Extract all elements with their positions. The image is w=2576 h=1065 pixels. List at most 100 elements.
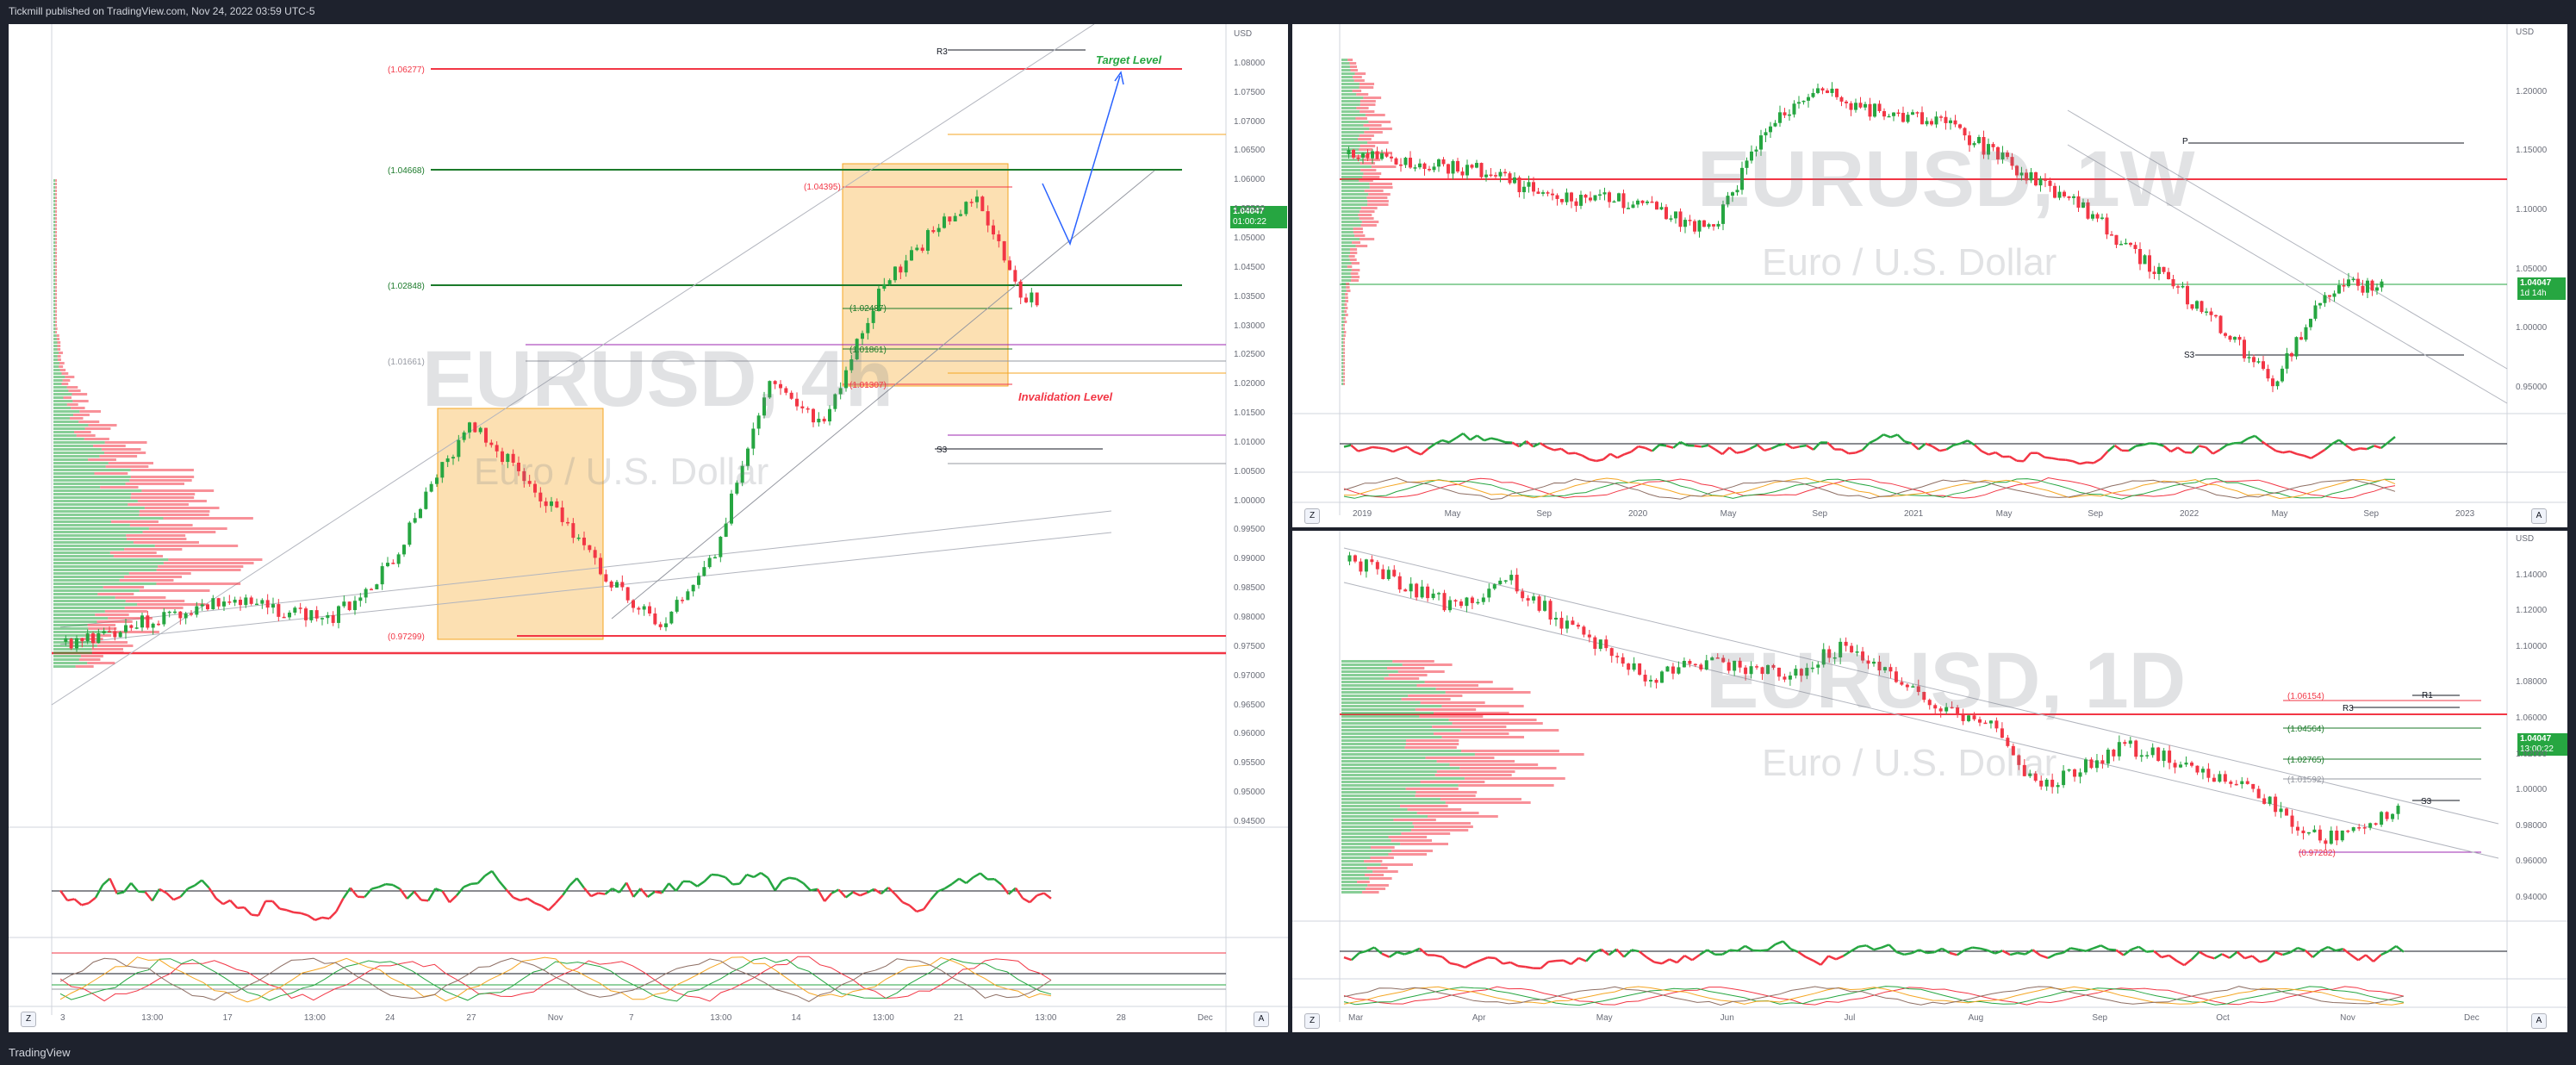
candle <box>2374 823 2378 825</box>
oscillator-line <box>2268 445 2277 452</box>
candle <box>1844 641 1848 646</box>
volume-profile-bar <box>1386 667 1425 670</box>
candle <box>2301 830 2305 833</box>
volume-profile-bar <box>1402 663 1453 666</box>
oscillator-line <box>1925 442 1933 448</box>
volume-profile-bar <box>1392 660 1434 663</box>
volume-profile-bar <box>61 372 69 375</box>
oscillator-line <box>2162 445 2172 453</box>
candle <box>1409 583 1413 592</box>
oscillator-line <box>513 896 521 902</box>
candle <box>1347 555 1352 562</box>
chart-4h-panel[interactable]: EURUSD, 4h Euro / U.S. Dollar (1.06277) … <box>9 24 1288 1032</box>
auto-scale-button[interactable]: A <box>1254 1012 1269 1027</box>
oscillator-line <box>286 909 295 914</box>
volume-profile-bar <box>156 582 241 585</box>
volume-profile-bar <box>55 255 57 258</box>
volume-profile-bar <box>53 262 56 265</box>
volume-profile-bar <box>130 476 195 478</box>
volume-profile-bar <box>1341 176 1363 178</box>
chart-1w-panel[interactable]: EURUSD, 1W Euro / U.S. Dollar P S3 1.040… <box>1292 24 2567 527</box>
auto-scale-button[interactable]: A <box>2531 508 2547 524</box>
volume-profile-bar <box>99 455 138 458</box>
volume-profile-bar <box>1441 736 1525 738</box>
volume-profile-bar <box>125 483 184 485</box>
oscillator-line <box>2100 944 2109 950</box>
timezone-button[interactable]: Z <box>21 1012 36 1027</box>
volume-profile-bar <box>1368 121 1391 123</box>
volume-profile-bar <box>1341 798 1440 800</box>
candle <box>1437 593 1441 595</box>
volume-profile-bar <box>123 576 183 578</box>
candle <box>1760 667 1764 675</box>
volume-profile-bar <box>1341 76 1353 78</box>
auto-scale-button[interactable]: A <box>2531 1013 2547 1029</box>
level-label: (1.02487) <box>849 304 887 314</box>
price-axis-label: 0.96000 <box>1234 729 1266 739</box>
volume-profile-bar <box>53 290 56 292</box>
candle <box>2357 827 2361 829</box>
candle <box>2044 779 2049 787</box>
volume-profile-bar <box>1341 836 1389 838</box>
oscillator-line <box>837 888 847 899</box>
oscillator-line <box>2282 951 2291 956</box>
volume-profile-bar <box>129 479 192 482</box>
chart-1w-canvas[interactable] <box>1292 24 2567 527</box>
oscillator-line <box>2199 445 2206 449</box>
volume-profile-bar <box>53 424 89 427</box>
volume-profile-bar <box>1369 186 1393 189</box>
volume-profile-bar <box>53 496 131 499</box>
oscillator-line <box>1918 442 1926 451</box>
oscillator-line <box>470 881 478 886</box>
candle <box>1916 686 1920 693</box>
candle <box>1422 163 1427 170</box>
candle <box>1925 121 1929 125</box>
volume-profile-bar <box>124 607 184 609</box>
volume-profile-bar <box>1341 760 1437 763</box>
timezone-button[interactable]: Z <box>1304 508 1320 524</box>
price-axis-label: 1.05000 <box>2516 264 2548 274</box>
volume-profile-bar <box>139 589 210 592</box>
level-label: (1.02765) <box>2287 756 2324 765</box>
candle <box>396 554 401 564</box>
candle <box>2228 335 2232 340</box>
candle <box>1896 112 1901 115</box>
oscillator-line <box>2289 450 2298 456</box>
volume-profile-bar <box>55 262 57 265</box>
volume-profile-bar <box>1341 743 1406 745</box>
oscillator-line <box>1568 452 1576 455</box>
volume-profile-bar <box>1341 300 1346 302</box>
volume-profile-bar <box>94 641 128 644</box>
oscillator-line <box>2352 447 2361 452</box>
candle <box>664 623 668 627</box>
time-axis-label: Dec <box>2464 1013 2480 1023</box>
volume-profile-bar <box>75 665 94 668</box>
candle <box>1403 589 1408 592</box>
oscillator-line <box>1441 956 1451 964</box>
oscillator-line <box>1653 961 1663 965</box>
volume-profile-bar <box>1349 248 1358 251</box>
price-axis-label: 0.95500 <box>1234 758 1266 769</box>
oscillator-line <box>257 900 267 917</box>
volume-profile-bar <box>148 527 227 530</box>
candle <box>986 211 990 226</box>
candle <box>2181 285 2185 288</box>
volume-profile-bar <box>1341 362 1344 364</box>
volume-profile-bar <box>1458 784 1554 787</box>
price-axis-label: 1.03500 <box>1234 291 1266 302</box>
volume-profile-bar <box>53 196 56 199</box>
volume-profile-bar <box>1341 255 1349 258</box>
candle <box>2229 782 2233 784</box>
oscillator-line <box>364 888 373 898</box>
candle <box>1598 194 1602 196</box>
timezone-button[interactable]: Z <box>1304 1013 1320 1029</box>
candle <box>2313 305 2318 319</box>
chart-1d-panel[interactable]: EURUSD, 1D Euro / U.S. Dollar (1.06154) … <box>1292 531 2567 1032</box>
chart-4h-canvas[interactable] <box>9 24 1288 1032</box>
candle <box>1721 204 1725 224</box>
volume-profile-bar <box>1341 245 1356 247</box>
candle <box>533 483 537 493</box>
chart-1d-canvas[interactable] <box>1292 531 2567 1032</box>
volume-profile-bar <box>55 269 57 271</box>
oscillator-line <box>1645 446 1653 452</box>
